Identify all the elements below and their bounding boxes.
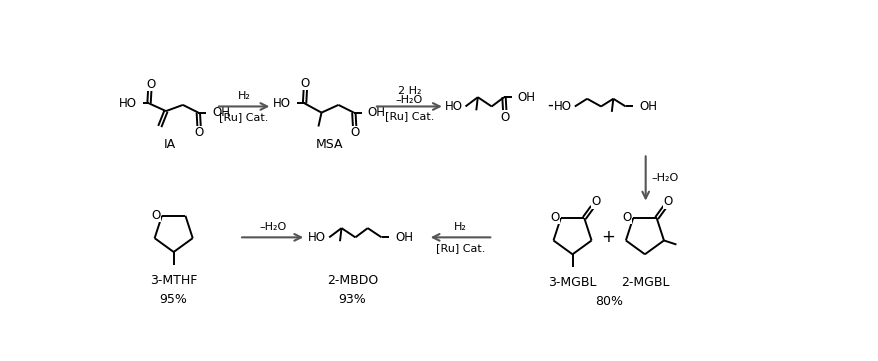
Text: 2-MBDO: 2-MBDO xyxy=(327,274,378,287)
Text: +: + xyxy=(546,97,559,116)
Text: O: O xyxy=(550,211,558,224)
Text: –H₂O: –H₂O xyxy=(395,95,422,105)
Text: [Ru] Cat.: [Ru] Cat. xyxy=(385,112,434,121)
Text: OH: OH xyxy=(517,91,536,104)
Text: 2-MGBL: 2-MGBL xyxy=(620,275,668,288)
Text: 80%: 80% xyxy=(594,295,622,308)
Text: IA: IA xyxy=(163,139,176,152)
Text: HO: HO xyxy=(272,97,291,110)
Text: O: O xyxy=(146,78,155,91)
Text: 3-MTHF: 3-MTHF xyxy=(150,274,198,287)
Text: O: O xyxy=(591,195,600,208)
Text: HO: HO xyxy=(308,231,326,244)
Text: H₂: H₂ xyxy=(237,91,250,101)
Text: –H₂O: –H₂O xyxy=(651,173,679,183)
Text: O: O xyxy=(500,111,509,124)
Text: OH: OH xyxy=(367,106,385,119)
Text: HO: HO xyxy=(444,100,462,113)
Text: OH: OH xyxy=(639,100,657,113)
Text: MSA: MSA xyxy=(316,139,343,152)
Text: HO: HO xyxy=(119,97,137,110)
Text: O: O xyxy=(300,77,310,90)
Text: OH: OH xyxy=(395,231,413,244)
Text: O: O xyxy=(151,209,160,222)
Text: 3-MGBL: 3-MGBL xyxy=(548,275,596,288)
Text: O: O xyxy=(663,195,673,208)
Text: H₂: H₂ xyxy=(454,222,466,231)
Text: O: O xyxy=(194,126,204,139)
Text: [Ru] Cat.: [Ru] Cat. xyxy=(220,112,269,122)
Text: 93%: 93% xyxy=(338,293,366,306)
Text: 95%: 95% xyxy=(160,293,187,306)
Text: [Ru] Cat.: [Ru] Cat. xyxy=(435,243,485,253)
Text: O: O xyxy=(349,126,359,139)
Text: 2 H₂: 2 H₂ xyxy=(397,86,421,96)
Text: OH: OH xyxy=(212,106,230,119)
Text: –H₂O: –H₂O xyxy=(259,222,286,231)
Text: HO: HO xyxy=(553,100,571,113)
Text: +: + xyxy=(601,229,615,246)
Text: O: O xyxy=(622,211,631,224)
